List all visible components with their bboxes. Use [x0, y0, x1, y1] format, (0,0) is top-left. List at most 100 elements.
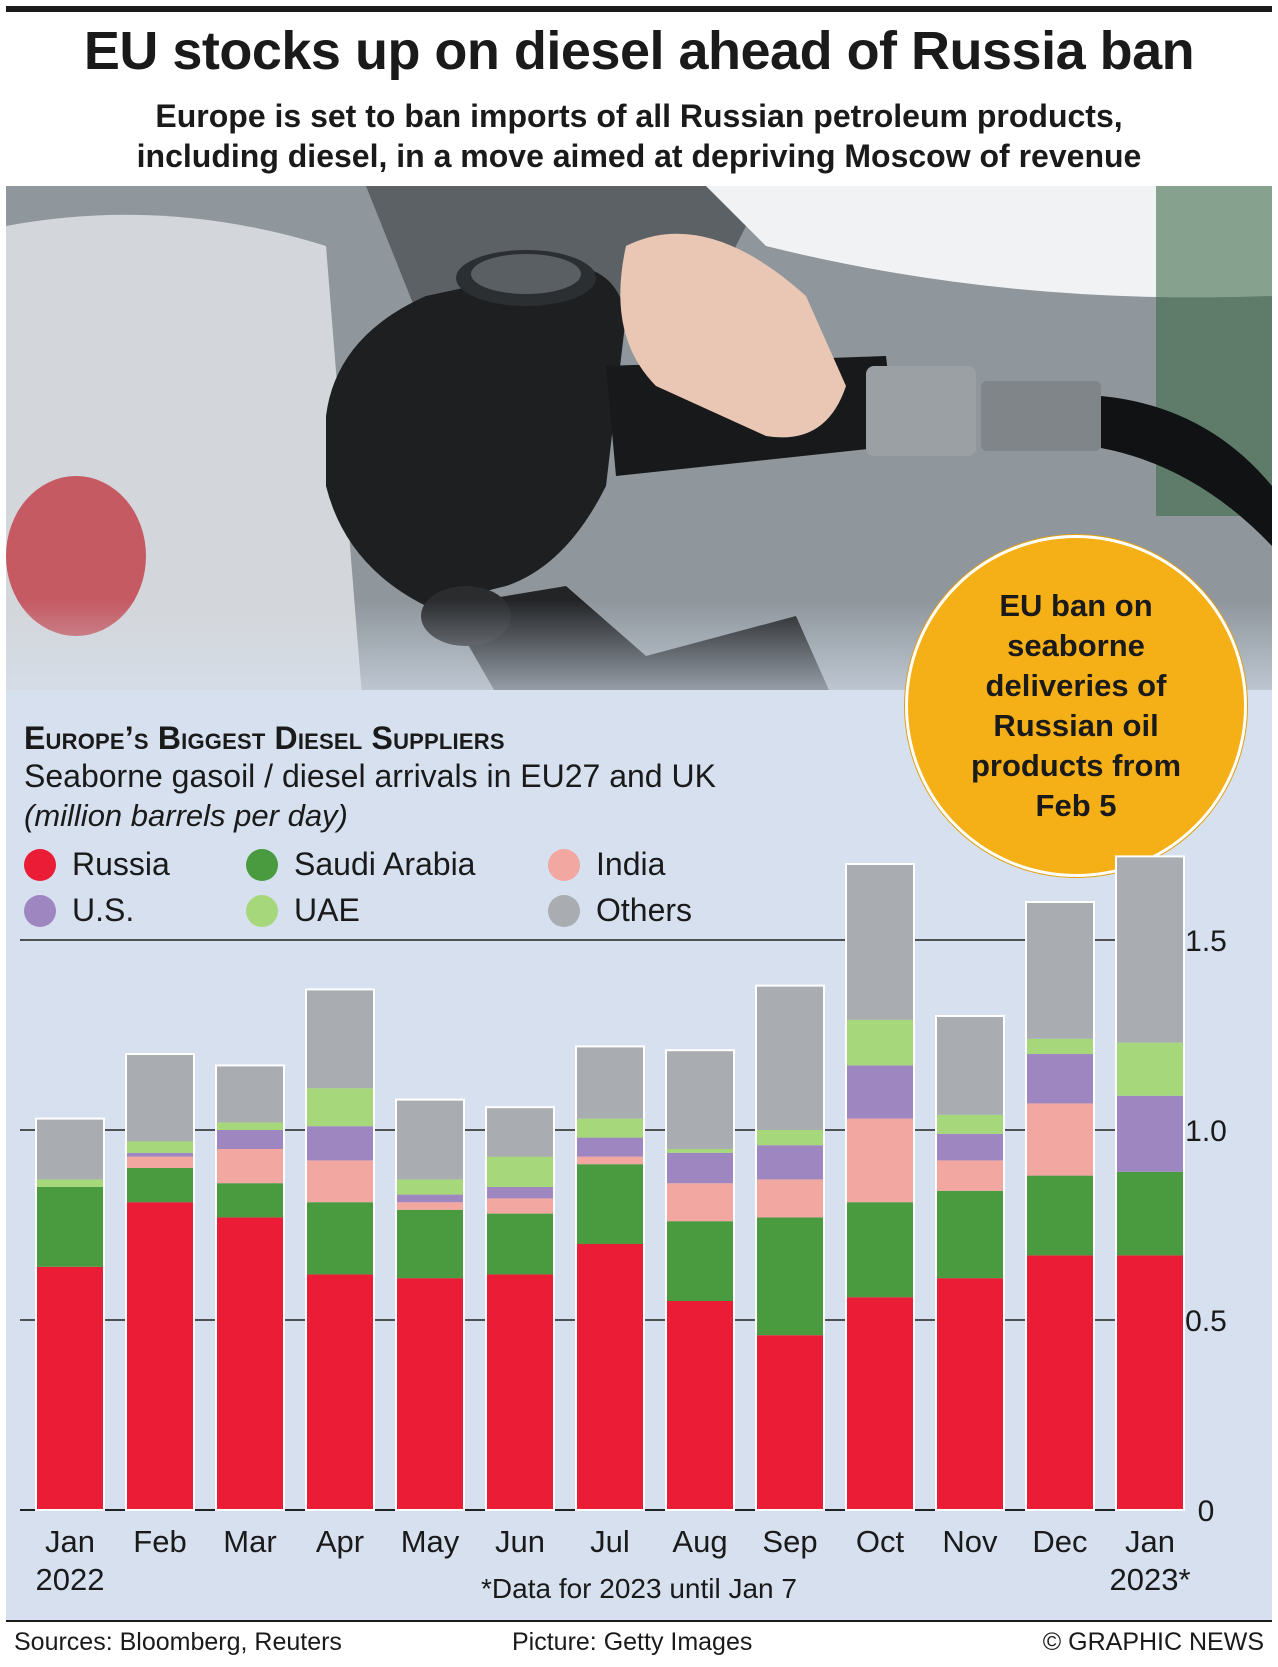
footer-picture-credit: Picture: Getty Images	[512, 1628, 753, 1656]
bar-segment-6-5	[576, 1046, 644, 1119]
bar-segment-1-4	[126, 1141, 194, 1153]
x-tick-label-year-0: 2022	[36, 1562, 105, 1597]
x-tick-label-9: Oct	[856, 1524, 905, 1559]
bar-outline-0	[35, 1117, 105, 1511]
bar-segment-3-5	[306, 989, 374, 1089]
bar-segment-6-0	[576, 1244, 644, 1510]
bar-outline-10	[935, 1015, 1005, 1511]
chart-title: Europe’s Biggest Diesel Suppliers	[24, 720, 505, 756]
x-tick-label-1: Feb	[133, 1524, 186, 1559]
legend-dot-saudi-arabia	[246, 848, 278, 881]
bar-segment-0-5	[36, 1118, 104, 1180]
bar-segment-2-1	[216, 1183, 284, 1218]
bar-segment-11-1	[1026, 1175, 1094, 1256]
bar-segment-1-5	[126, 1054, 194, 1142]
bar-outline-12	[1115, 855, 1185, 1511]
bar-segment-11-5	[1026, 902, 1094, 1039]
bar-segment-1-2	[126, 1156, 194, 1168]
bar-segment-5-4	[486, 1156, 554, 1187]
bar-segment-8-0	[756, 1335, 824, 1510]
bar-segment-8-1	[756, 1217, 824, 1336]
ban-callout: EU ban on seaborne deliveries of Russian…	[905, 535, 1247, 877]
bar-outline-8	[755, 984, 825, 1511]
bar-segment-2-4	[216, 1122, 284, 1130]
bar-segment-8-2	[756, 1179, 824, 1218]
legend-saudi-arabia: Saudi Arabia	[246, 846, 475, 883]
bar-segment-7-2	[666, 1183, 734, 1222]
footer: Sources: Bloomberg, Reuters Picture: Get…	[0, 1622, 1278, 1667]
bar-segment-0-0	[36, 1266, 104, 1510]
bar-segment-11-0	[1026, 1255, 1094, 1510]
y-tick-label-2: 1.0	[1185, 1115, 1227, 1148]
legend-others: Others	[548, 892, 692, 929]
legend-label-saudi-arabia: Saudi Arabia	[294, 846, 476, 882]
legend-russia: Russia	[24, 846, 170, 883]
bar-segment-11-2	[1026, 1103, 1094, 1176]
bar-segment-5-0	[486, 1274, 554, 1510]
bar-segment-1-0	[126, 1202, 194, 1510]
bar-segment-9-5	[846, 864, 914, 1020]
legend-label-india: India	[596, 846, 666, 882]
bar-segment-7-4	[666, 1149, 734, 1153]
x-tick-label-5: Jun	[495, 1524, 545, 1559]
legend-dot-india	[548, 848, 580, 881]
bar-segment-10-4	[936, 1114, 1004, 1134]
bar-segment-3-1	[306, 1202, 374, 1275]
y-tick-label-1: 0.5	[1185, 1305, 1227, 1338]
x-tick-label-12: Jan	[1125, 1524, 1175, 1559]
x-tick-label-7: Aug	[672, 1524, 727, 1559]
footer-rule	[6, 1620, 1272, 1622]
bar-segment-0-1	[36, 1187, 104, 1267]
bar-segment-8-4	[756, 1130, 824, 1146]
x-tick-label-3: Apr	[316, 1524, 364, 1559]
bar-segment-5-3	[486, 1187, 554, 1199]
bar-segment-10-2	[936, 1160, 1004, 1191]
legend-dot-uae	[246, 894, 278, 927]
bar-segment-7-0	[666, 1301, 734, 1510]
bar-segment-10-1	[936, 1190, 1004, 1279]
bar-segment-1-1	[126, 1168, 194, 1203]
page-title: EU stocks up on diesel ahead of Russia b…	[83, 21, 1195, 81]
bar-segment-9-1	[846, 1202, 914, 1298]
x-tick-label-10: Nov	[942, 1524, 998, 1559]
subtitle-line-1: Europe is set to ban imports of all Russ…	[155, 98, 1123, 134]
bar-segment-7-3	[666, 1152, 734, 1184]
bar-segment-4-0	[396, 1278, 464, 1510]
y-tick-label-0: 0	[1198, 1495, 1215, 1528]
bar-segment-2-3	[216, 1130, 284, 1149]
footer-copyright: © GRAPHIC NEWS	[1042, 1628, 1264, 1656]
legend-label-russia: Russia	[72, 846, 170, 882]
subtitle-line-2: including diesel, in a move aimed at dep…	[136, 138, 1142, 174]
bar-segment-12-0	[1116, 1255, 1184, 1510]
bar-segment-1-3	[126, 1152, 194, 1157]
bar-segment-7-1	[666, 1221, 734, 1301]
legend-india: India	[548, 846, 665, 883]
bar-segment-10-5	[936, 1016, 1004, 1115]
bar-segment-10-0	[936, 1278, 1004, 1510]
bar-segment-10-3	[936, 1133, 1004, 1161]
bar-segment-4-3	[396, 1194, 464, 1203]
bar-segment-6-3	[576, 1137, 644, 1157]
legend-label-us: U.S.	[72, 892, 135, 928]
bar-outline-2	[215, 1064, 285, 1512]
legend-dot-us	[24, 894, 56, 927]
x-tick-label-0: Jan	[45, 1524, 95, 1559]
bar-outline-7	[665, 1049, 735, 1511]
bar-segment-5-1	[486, 1213, 554, 1275]
bar-segment-3-4	[306, 1088, 374, 1127]
bar-segment-4-4	[396, 1179, 464, 1195]
bar-outline-9	[845, 863, 915, 1511]
bar-outline-4	[395, 1098, 465, 1511]
legend-uae: UAE	[246, 892, 360, 929]
bar-segment-7-5	[666, 1050, 734, 1149]
top-rule	[6, 6, 1272, 12]
bar-segment-11-4	[1026, 1038, 1094, 1054]
bar-segment-3-3	[306, 1126, 374, 1161]
x-tick-label-year-12: 2023*	[1109, 1562, 1190, 1597]
bar-segment-12-4	[1116, 1042, 1184, 1096]
page-subtitle: Europe is set to ban imports of all Russ…	[40, 96, 1238, 176]
bar-segment-11-3	[1026, 1054, 1094, 1104]
legend-us: U.S.	[24, 892, 134, 929]
bar-outline-5	[485, 1106, 555, 1511]
